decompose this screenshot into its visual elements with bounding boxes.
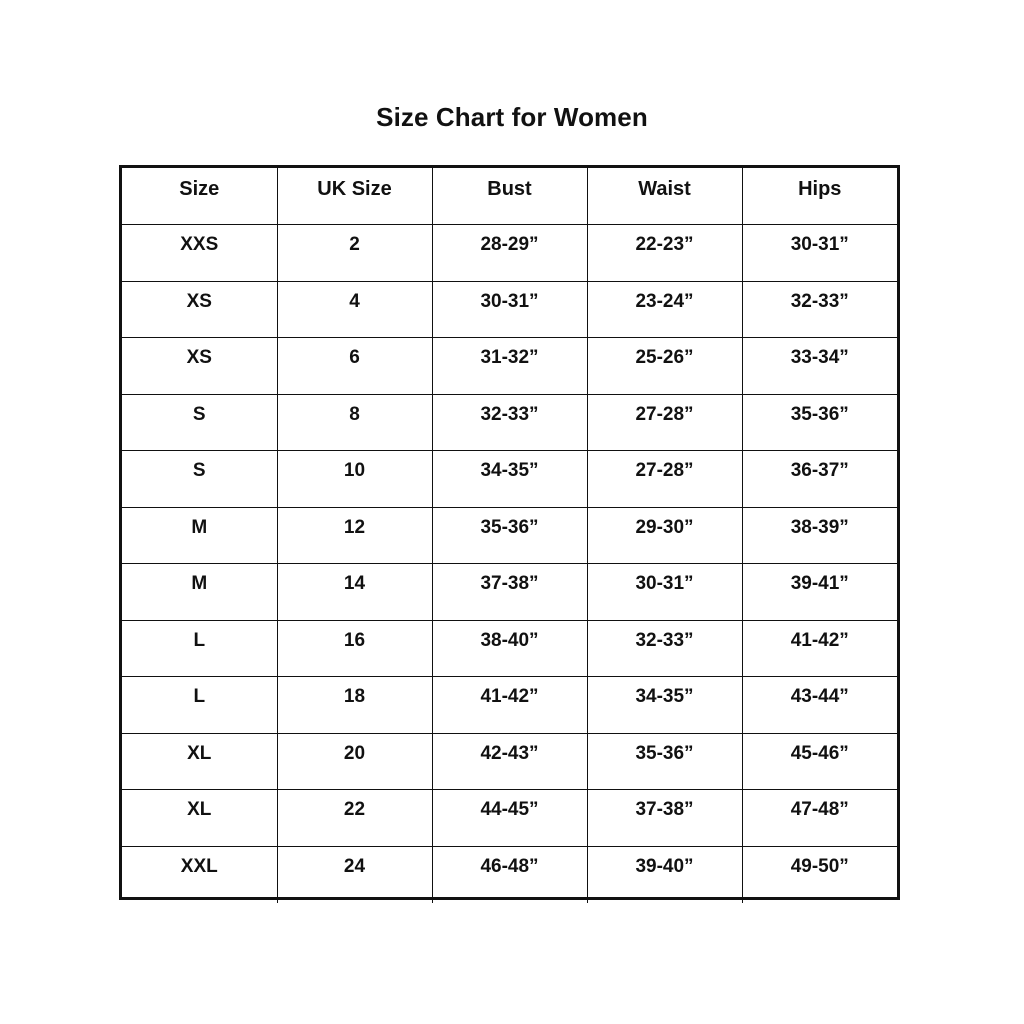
- cell-size: M: [122, 506, 278, 564]
- cell-uk_size: 12: [276, 506, 433, 564]
- cell-waist: 27-28”: [586, 393, 743, 451]
- cell-hips: 49-50”: [741, 845, 897, 903]
- cell-size: XXL: [122, 845, 278, 903]
- cell-hips: 47-48”: [741, 789, 897, 847]
- cell-waist: 30-31”: [586, 563, 743, 621]
- cell-waist: 37-38”: [586, 789, 743, 847]
- cell-hips: 36-37”: [741, 450, 897, 508]
- cell-uk_size: 20: [276, 732, 433, 790]
- table-row: L 16 38-40” 32-33” 41-42”: [122, 619, 897, 677]
- cell-uk_size: 24: [276, 845, 433, 903]
- cell-bust: 32-33”: [431, 393, 588, 451]
- column-header-hips: Hips: [741, 168, 897, 225]
- size-chart-table-container: Size UK Size Bust Waist Hips XXS 2 28-29” 22-23…: [119, 165, 900, 903]
- table-header-row: Size UK Size Bust Waist Hips: [122, 168, 897, 225]
- table-row: XL 20 42-43” 35-36” 45-46”: [122, 732, 897, 790]
- column-header-bust: Bust: [431, 168, 588, 225]
- cell-uk_size: 18: [276, 676, 433, 734]
- cell-uk_size: 2: [276, 224, 433, 282]
- cell-bust: 28-29”: [431, 224, 588, 282]
- cell-hips: 30-31”: [741, 224, 897, 282]
- table-row: XXS 2 28-29” 22-23” 30-31”: [122, 224, 897, 282]
- table-row: XXL 24 46-48” 39-40” 49-50”: [122, 845, 897, 903]
- cell-waist: 22-23”: [586, 224, 743, 282]
- cell-waist: 32-33”: [586, 619, 743, 677]
- cell-bust: 41-42”: [431, 676, 588, 734]
- table-row: S 8 32-33” 27-28” 35-36”: [122, 393, 897, 451]
- cell-bust: 46-48”: [431, 845, 588, 903]
- cell-bust: 31-32”: [431, 337, 588, 395]
- cell-size: XS: [122, 280, 278, 338]
- cell-size: L: [122, 676, 278, 734]
- cell-waist: 23-24”: [586, 280, 743, 338]
- size-chart-table: Size UK Size Bust Waist Hips XXS 2 28-29” 22-23…: [122, 168, 897, 903]
- cell-uk_size: 8: [276, 393, 433, 451]
- table-body: XXS 2 28-29” 22-23” 30-31” XS 4 30-31” 23-24” 32-…: [122, 224, 897, 903]
- cell-hips: 41-42”: [741, 619, 897, 677]
- cell-size: XXS: [122, 224, 278, 282]
- cell-bust: 42-43”: [431, 732, 588, 790]
- cell-uk_size: 14: [276, 563, 433, 621]
- table-header: Size UK Size Bust Waist Hips: [122, 168, 897, 225]
- cell-hips: 32-33”: [741, 280, 897, 338]
- cell-bust: 34-35”: [431, 450, 588, 508]
- cell-hips: 45-46”: [741, 732, 897, 790]
- cell-uk_size: 10: [276, 450, 433, 508]
- cell-waist: 39-40”: [586, 845, 743, 903]
- table-row: XS 4 30-31” 23-24” 32-33”: [122, 280, 897, 338]
- column-header-uk_size: UK Size: [276, 168, 433, 225]
- cell-size: XL: [122, 732, 278, 790]
- table-row: XS 6 31-32” 25-26” 33-34”: [122, 337, 897, 395]
- cell-bust: 35-36”: [431, 506, 588, 564]
- cell-hips: 39-41”: [741, 563, 897, 621]
- column-header-waist: Waist: [586, 168, 743, 225]
- cell-size: XS: [122, 337, 278, 395]
- cell-bust: 30-31”: [431, 280, 588, 338]
- cell-waist: 29-30”: [586, 506, 743, 564]
- cell-waist: 35-36”: [586, 732, 743, 790]
- table-row: L 18 41-42” 34-35” 43-44”: [122, 676, 897, 734]
- cell-uk_size: 6: [276, 337, 433, 395]
- cell-size: S: [122, 450, 278, 508]
- cell-uk_size: 16: [276, 619, 433, 677]
- cell-hips: 33-34”: [741, 337, 897, 395]
- page-title: Size Chart for Women: [376, 102, 648, 132]
- cell-size: S: [122, 393, 278, 451]
- cell-size: M: [122, 563, 278, 621]
- table-row: XL 22 44-45” 37-38” 47-48”: [122, 789, 897, 847]
- cell-hips: 43-44”: [741, 676, 897, 734]
- cell-waist: 34-35”: [586, 676, 743, 734]
- cell-size: L: [122, 619, 278, 677]
- column-header-size: Size: [122, 168, 278, 225]
- cell-uk_size: 4: [276, 280, 433, 338]
- cell-bust: 37-38”: [431, 563, 588, 621]
- cell-waist: 25-26”: [586, 337, 743, 395]
- table-row: M 14 37-38” 30-31” 39-41”: [122, 563, 897, 621]
- cell-hips: 35-36”: [741, 393, 897, 451]
- cell-bust: 44-45”: [431, 789, 588, 847]
- cell-waist: 27-28”: [586, 450, 743, 508]
- cell-uk_size: 22: [276, 789, 433, 847]
- cell-size: XL: [122, 789, 278, 847]
- cell-hips: 38-39”: [741, 506, 897, 564]
- table-row: M 12 35-36” 29-30” 38-39”: [122, 506, 897, 564]
- cell-bust: 38-40”: [431, 619, 588, 677]
- table-row: S 10 34-35” 27-28” 36-37”: [122, 450, 897, 508]
